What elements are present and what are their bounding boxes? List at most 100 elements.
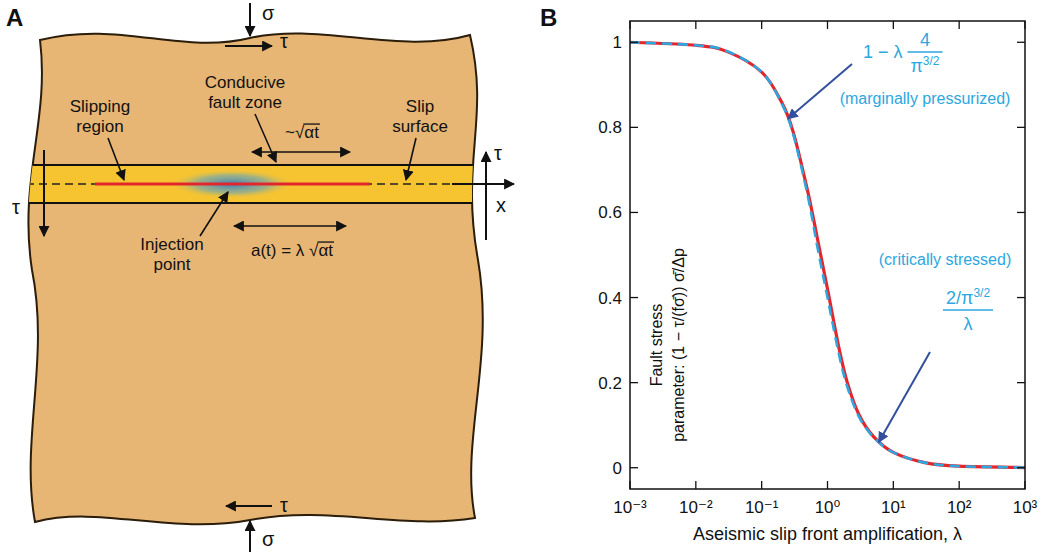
figure: AστττxστConducivefault zoneSlippingregio…	[0, 0, 1052, 553]
annotation-label: (critically stressed)	[879, 251, 1011, 268]
tick-label: 0.6	[598, 203, 622, 222]
tick	[630, 467, 638, 468]
axis-title: Aseismic slip front amplification, λ	[693, 524, 962, 544]
tick	[1017, 467, 1025, 468]
callout: Injection	[140, 235, 203, 254]
tick	[827, 481, 828, 489]
curve-solid	[630, 42, 1025, 467]
callout: Slipping	[70, 97, 131, 116]
curve-dashed	[630, 42, 1025, 467]
tick	[695, 481, 696, 489]
fraction-bar	[943, 309, 993, 310]
y-axis-title: Fault stress parameter: (1 − τ/(fσ̄)) σ̄/…	[648, 248, 687, 442]
arrow	[249, 3, 251, 36]
annotation: 4π3/21 − λ(marginally pressurized)	[788, 30, 1010, 119]
formula-base: π	[910, 56, 922, 76]
stress-label: τ	[280, 30, 288, 52]
arrow	[200, 192, 228, 236]
formula-base: 2/π	[946, 288, 973, 308]
callout: fault zone	[208, 93, 282, 112]
tick	[630, 382, 638, 383]
tick-label: 10⁻¹	[745, 498, 779, 517]
tick	[695, 21, 696, 29]
annotation-arrow	[879, 352, 930, 442]
tick	[630, 297, 638, 298]
tick-label: 10³	[1013, 498, 1038, 517]
arrow	[225, 45, 272, 47]
stress-label: σ	[262, 2, 275, 24]
arrow	[452, 183, 514, 185]
rock-body	[28, 33, 482, 524]
arrow	[108, 138, 124, 180]
tick	[1017, 127, 1025, 128]
tick	[630, 42, 638, 43]
callout: Conducive	[205, 73, 285, 92]
callout: point	[154, 255, 191, 274]
tick	[827, 21, 828, 29]
callout: surface	[392, 117, 448, 136]
callout: a(t) = λ √αt	[251, 241, 333, 260]
tick-label: 0.4	[598, 289, 622, 308]
fraction-bar	[907, 51, 942, 52]
tick-label: 10²	[947, 498, 972, 517]
formula-exponent: 3/2	[973, 286, 990, 300]
slip-surface	[0, 183, 520, 185]
stress-label: τ	[280, 494, 288, 516]
callout: region	[76, 117, 123, 136]
formula-part: λ	[964, 314, 973, 334]
tick	[893, 21, 894, 29]
tick-label: 10¹	[881, 498, 906, 517]
panel-b: B10⁻³10⁻²10⁻¹10⁰10¹10²10³00.20.40.60.81A…	[540, 4, 1038, 544]
callout: ~√αt	[285, 123, 319, 142]
arrow	[226, 505, 272, 507]
panel-letter: A	[6, 4, 23, 31]
fault-zone-edge	[0, 202, 520, 204]
panel-a: AστττxστConducivefault zoneSlippingregio…	[0, 2, 520, 552]
tick	[959, 481, 960, 489]
formula-part: 1 − λ	[863, 42, 903, 62]
fault-zone-band	[0, 165, 520, 203]
tick-label: 0.2	[598, 374, 622, 393]
arrow	[406, 138, 416, 180]
formula-exponent: 3/2	[923, 54, 940, 68]
radical-bar	[317, 241, 334, 242]
arrow	[252, 151, 350, 153]
tick	[761, 21, 762, 29]
tick	[761, 481, 762, 489]
tick	[1017, 382, 1025, 383]
arrow	[234, 225, 346, 227]
tick	[1024, 21, 1025, 29]
tick	[893, 481, 894, 489]
fault-zone	[0, 165, 520, 203]
formula-base: λ	[964, 314, 973, 334]
curves	[630, 42, 1025, 467]
fault-zone-edge	[0, 164, 520, 166]
tick	[1017, 297, 1025, 298]
tick-label: 1	[613, 33, 622, 52]
arrow	[485, 152, 487, 240]
tick	[1024, 481, 1025, 489]
slipping-region	[95, 183, 370, 186]
callout: Slip	[406, 97, 434, 116]
formula-part: 4	[920, 30, 930, 50]
tick	[630, 127, 638, 128]
arrow	[43, 150, 45, 236]
axis-title: parameter: (1 − τ/(fσ̄)) σ̄/Δp	[670, 248, 687, 442]
arrow	[249, 521, 251, 552]
tick	[630, 212, 638, 213]
tick-label: 10⁻³	[613, 498, 647, 517]
tick-label: 10⁰	[815, 498, 841, 517]
axis-title: Fault stress	[648, 304, 665, 387]
tick-label: 10⁻²	[679, 498, 713, 517]
stress-label: τ	[494, 142, 502, 164]
axis-label: x	[496, 194, 506, 216]
plot-frame	[630, 21, 1025, 489]
formula-part: π3/2	[910, 54, 939, 76]
formula-base: 4	[920, 30, 930, 50]
tick-label: 0	[613, 459, 622, 478]
stress-label: σ	[262, 528, 275, 550]
radical-bar	[303, 123, 320, 124]
tick	[629, 21, 630, 29]
tick	[1017, 212, 1025, 213]
annotation: 2/π3/2λ (critically stressed)	[879, 251, 1012, 442]
